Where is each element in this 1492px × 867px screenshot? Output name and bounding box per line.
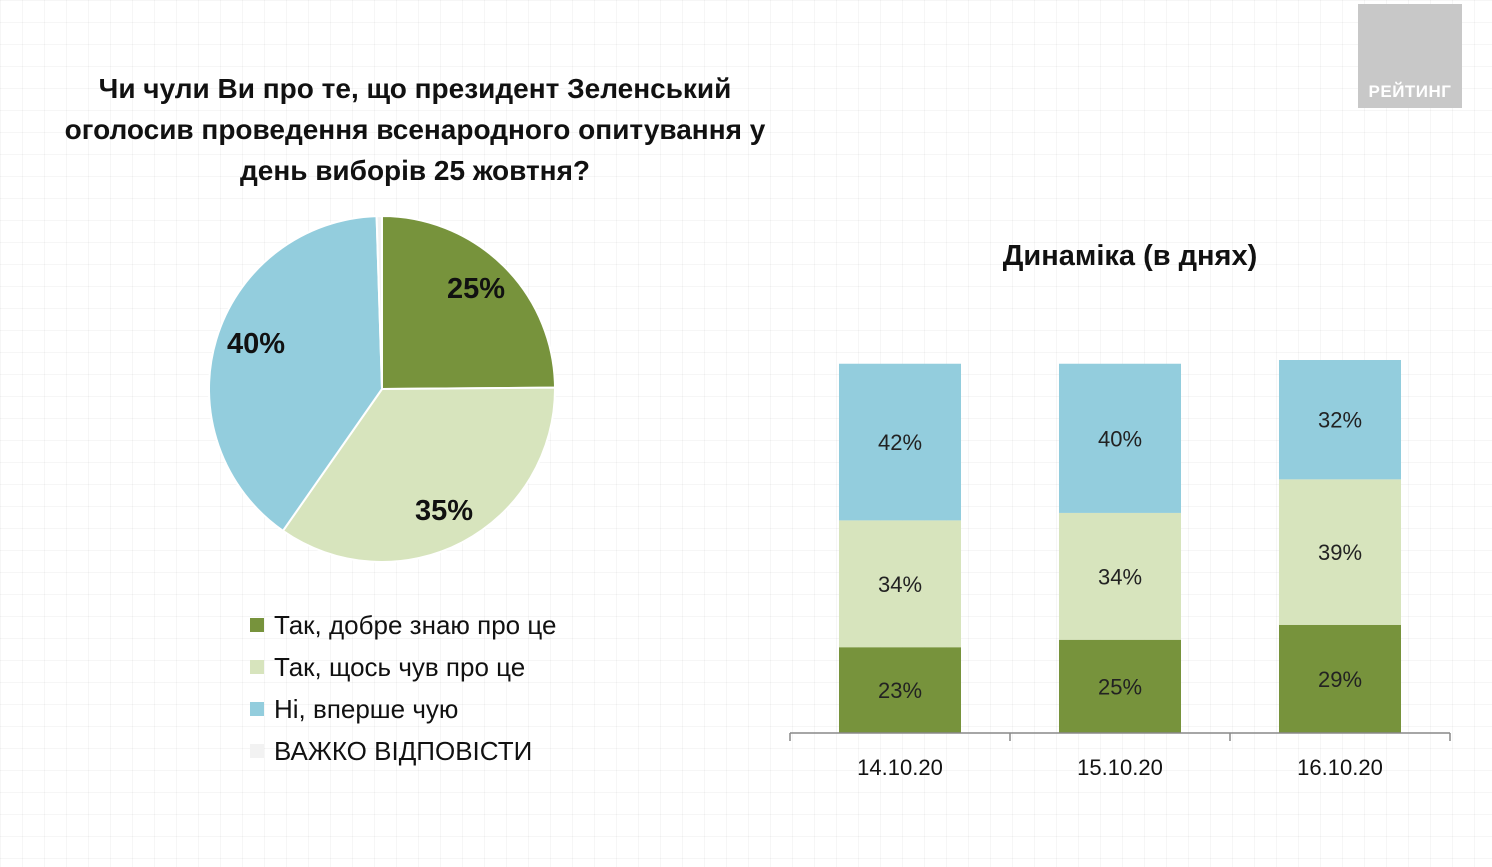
pie-slice-label: 25% bbox=[447, 273, 505, 305]
bar-data-label: 29% bbox=[1318, 667, 1362, 692]
legend-item-hard-to-answer: ВАЖКО ВІДПОВІСТИ bbox=[250, 730, 556, 772]
legend-item-first-time: Ні, вперше чую bbox=[250, 688, 556, 730]
bar-data-label: 25% bbox=[1098, 674, 1142, 699]
stacked-bar-chart: 23% 34% 42% 14.10.20 25% 34% 40% 15.10.20 29% 39%… bbox=[789, 360, 1451, 780]
x-tick-label: 16.10.20 bbox=[1297, 755, 1383, 780]
rating-logo: РЕЙТИНГ bbox=[1358, 4, 1462, 108]
x-tick-label: 14.10.20 bbox=[857, 755, 943, 780]
bar-data-label: 40% bbox=[1098, 426, 1142, 451]
bar-chart-title: Динаміка (в днях) bbox=[1002, 240, 1258, 272]
pie-legend: Так, добре знаю про це Так, щось чув про… bbox=[250, 604, 556, 772]
bar-segment bbox=[839, 520, 961, 648]
legend-swatch bbox=[250, 618, 264, 632]
bar-data-label: 39% bbox=[1318, 540, 1362, 565]
x-tick-label: 15.10.20 bbox=[1077, 755, 1163, 780]
legend-item-know-well: Так, добре знаю про це bbox=[250, 604, 556, 646]
pie-slice bbox=[208, 215, 384, 533]
legend-label: Так, добре знаю про це bbox=[274, 609, 557, 640]
bar-segment bbox=[839, 647, 961, 733]
bar-segment bbox=[1279, 360, 1401, 480]
pie-slice bbox=[375, 214, 383, 390]
pie-slice-label: 35% bbox=[415, 495, 473, 527]
rating-logo-text: РЕЙТИНГ bbox=[1368, 82, 1452, 101]
pie-slice bbox=[381, 214, 557, 391]
bar-data-label: 42% bbox=[878, 430, 922, 455]
bar-segment bbox=[1059, 639, 1181, 733]
bar-data-label: 34% bbox=[878, 572, 922, 597]
legend-item-heard-something: Так, щось чув про це bbox=[250, 646, 556, 688]
legend-swatch bbox=[250, 702, 264, 716]
bar-segment bbox=[1059, 363, 1181, 513]
pie-chart-title: Чи чули Ви про те, що президент Зеленськ… bbox=[64, 73, 766, 186]
bar-data-label: 32% bbox=[1318, 408, 1362, 433]
legend-swatch bbox=[250, 660, 264, 674]
legend-label: ВАЖКО ВІДПОВІСТИ bbox=[274, 735, 533, 766]
pie-chart: 25% 35% 40% bbox=[208, 214, 557, 563]
bar-segment bbox=[1279, 624, 1401, 733]
legend-label: Ні, вперше чую bbox=[274, 693, 459, 724]
legend-swatch bbox=[250, 744, 264, 758]
pie-slice-label: 40% bbox=[227, 328, 285, 360]
bar-segment bbox=[1059, 512, 1181, 640]
bar-segment bbox=[839, 363, 961, 521]
legend-label: Так, щось чув про це bbox=[274, 651, 526, 682]
pie-slice bbox=[281, 386, 556, 563]
bar-segment bbox=[1279, 479, 1401, 625]
bar-data-label: 34% bbox=[1098, 564, 1142, 589]
bar-data-label: 23% bbox=[878, 678, 922, 703]
